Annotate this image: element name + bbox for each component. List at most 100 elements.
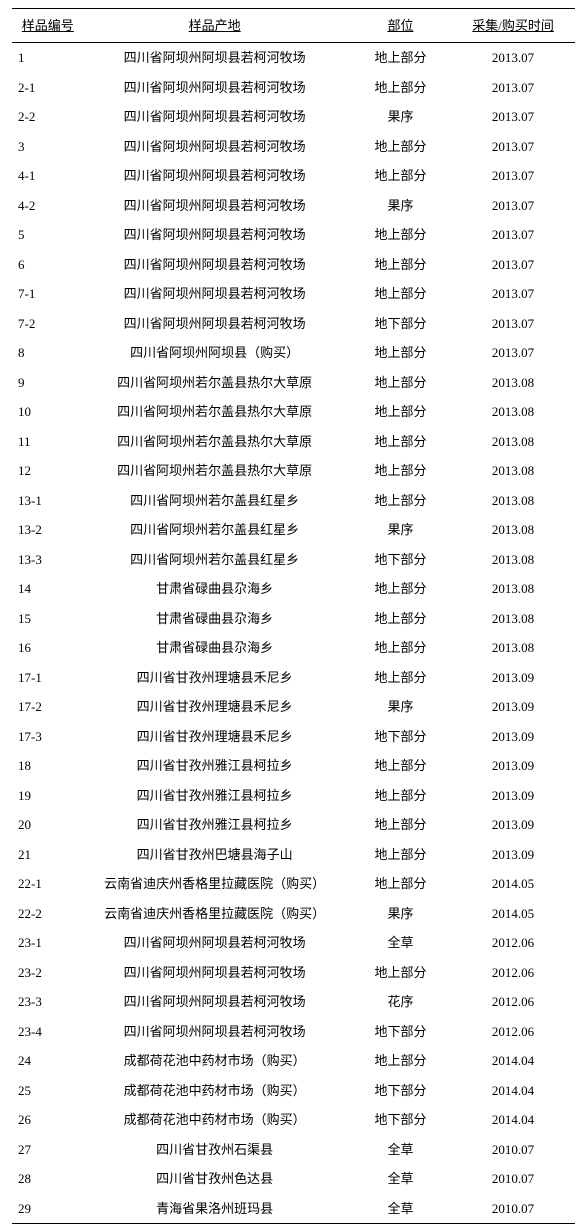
cell-part: 地上部分 [350, 161, 451, 191]
cell-place: 四川省甘孜州雅江县柯拉乡 [80, 751, 350, 781]
table-row: 25成都荷花池中药材市场（购买）地下部分2014.04 [12, 1076, 575, 1106]
table-body: 1四川省阿坝州阿坝县若柯河牧场地上部分2013.072-1四川省阿坝州阿坝县若柯… [12, 43, 575, 1224]
cell-date: 2012.06 [451, 987, 575, 1017]
table-row: 13-2四川省阿坝州若尔盖县红星乡果序2013.08 [12, 515, 575, 545]
cell-date: 2014.04 [451, 1105, 575, 1135]
cell-place: 成都荷花池中药材市场（购买） [80, 1076, 350, 1106]
cell-part: 地上部分 [350, 781, 451, 811]
cell-part: 地上部分 [350, 456, 451, 486]
cell-date: 2014.04 [451, 1076, 575, 1106]
cell-id: 5 [12, 220, 80, 250]
cell-date: 2013.08 [451, 633, 575, 663]
cell-part: 地下部分 [350, 309, 451, 339]
cell-place: 四川省甘孜州雅江县柯拉乡 [80, 781, 350, 811]
cell-date: 2013.08 [451, 427, 575, 457]
cell-id: 15 [12, 604, 80, 634]
cell-id: 28 [12, 1164, 80, 1194]
table-row: 13-1四川省阿坝州若尔盖县红星乡地上部分2013.08 [12, 486, 575, 516]
table-row: 3四川省阿坝州阿坝县若柯河牧场地上部分2013.07 [12, 132, 575, 162]
table-row: 22-1云南省迪庆州香格里拉藏医院（购买）地上部分2014.05 [12, 869, 575, 899]
cell-id: 20 [12, 810, 80, 840]
cell-place: 四川省甘孜州巴塘县海子山 [80, 840, 350, 870]
cell-date: 2013.08 [451, 604, 575, 634]
cell-place: 四川省阿坝州阿坝县若柯河牧场 [80, 102, 350, 132]
table-row: 20四川省甘孜州雅江县柯拉乡地上部分2013.09 [12, 810, 575, 840]
table-row: 27四川省甘孜州石渠县全草2010.07 [12, 1135, 575, 1165]
cell-id: 26 [12, 1105, 80, 1135]
cell-part: 地上部分 [350, 132, 451, 162]
cell-part: 地上部分 [350, 427, 451, 457]
cell-id: 24 [12, 1046, 80, 1076]
cell-part: 果序 [350, 899, 451, 929]
table-row: 28四川省甘孜州色达县全草2010.07 [12, 1164, 575, 1194]
cell-part: 果序 [350, 515, 451, 545]
cell-place: 四川省甘孜州理塘县禾尼乡 [80, 663, 350, 693]
table-row: 1四川省阿坝州阿坝县若柯河牧场地上部分2013.07 [12, 43, 575, 73]
cell-id: 23-2 [12, 958, 80, 988]
cell-date: 2014.05 [451, 869, 575, 899]
cell-id: 12 [12, 456, 80, 486]
sample-table: 样品编号 样品产地 部位 采集/购买时间 1四川省阿坝州阿坝县若柯河牧场地上部分… [12, 8, 575, 1224]
cell-date: 2013.07 [451, 191, 575, 221]
cell-part: 地上部分 [350, 1046, 451, 1076]
cell-place: 四川省阿坝州阿坝县若柯河牧场 [80, 958, 350, 988]
cell-part: 地下部分 [350, 1105, 451, 1135]
cell-date: 2013.07 [451, 102, 575, 132]
cell-id: 21 [12, 840, 80, 870]
cell-place: 甘肃省碌曲县尕海乡 [80, 604, 350, 634]
table-row: 22-2云南省迪庆州香格里拉藏医院（购买）果序2014.05 [12, 899, 575, 929]
cell-part: 全草 [350, 1164, 451, 1194]
cell-part: 全草 [350, 1135, 451, 1165]
cell-place: 四川省阿坝州阿坝县（购买） [80, 338, 350, 368]
table-row: 10四川省阿坝州若尔盖县热尔大草原地上部分2013.08 [12, 397, 575, 427]
table-row: 17-1四川省甘孜州理塘县禾尼乡地上部分2013.09 [12, 663, 575, 693]
cell-date: 2013.08 [451, 545, 575, 575]
cell-id: 3 [12, 132, 80, 162]
cell-id: 17-2 [12, 692, 80, 722]
cell-part: 地上部分 [350, 397, 451, 427]
cell-date: 2013.09 [451, 810, 575, 840]
cell-date: 2012.06 [451, 1017, 575, 1047]
cell-place: 四川省阿坝州若尔盖县红星乡 [80, 486, 350, 516]
table-row: 4-2四川省阿坝州阿坝县若柯河牧场果序2013.07 [12, 191, 575, 221]
cell-id: 18 [12, 751, 80, 781]
table-row: 13-3四川省阿坝州若尔盖县红星乡地下部分2013.08 [12, 545, 575, 575]
cell-part: 果序 [350, 102, 451, 132]
cell-part: 地上部分 [350, 338, 451, 368]
cell-place: 四川省阿坝州阿坝县若柯河牧场 [80, 309, 350, 339]
cell-part: 地上部分 [350, 604, 451, 634]
cell-id: 10 [12, 397, 80, 427]
cell-place: 四川省阿坝州阿坝县若柯河牧场 [80, 161, 350, 191]
table-row: 8四川省阿坝州阿坝县（购买）地上部分2013.07 [12, 338, 575, 368]
table-row: 23-2四川省阿坝州阿坝县若柯河牧场地上部分2012.06 [12, 958, 575, 988]
cell-place: 四川省阿坝州若尔盖县红星乡 [80, 545, 350, 575]
cell-place: 云南省迪庆州香格里拉藏医院（购买） [80, 899, 350, 929]
cell-place: 四川省阿坝州若尔盖县热尔大草原 [80, 456, 350, 486]
table-row: 4-1四川省阿坝州阿坝县若柯河牧场地上部分2013.07 [12, 161, 575, 191]
table-row: 7-2四川省阿坝州阿坝县若柯河牧场地下部分2013.07 [12, 309, 575, 339]
table-row: 12四川省阿坝州若尔盖县热尔大草原地上部分2013.08 [12, 456, 575, 486]
cell-date: 2013.08 [451, 574, 575, 604]
cell-place: 四川省阿坝州阿坝县若柯河牧场 [80, 928, 350, 958]
cell-place: 四川省阿坝州阿坝县若柯河牧场 [80, 132, 350, 162]
cell-id: 13-3 [12, 545, 80, 575]
cell-place: 四川省阿坝州阿坝县若柯河牧场 [80, 220, 350, 250]
cell-id: 4-2 [12, 191, 80, 221]
cell-part: 地上部分 [350, 250, 451, 280]
cell-place: 甘肃省碌曲县尕海乡 [80, 574, 350, 604]
cell-date: 2014.04 [451, 1046, 575, 1076]
cell-date: 2013.09 [451, 663, 575, 693]
cell-id: 13-1 [12, 486, 80, 516]
cell-date: 2013.08 [451, 486, 575, 516]
cell-date: 2010.07 [451, 1135, 575, 1165]
table-row: 26成都荷花池中药材市场（购买）地下部分2014.04 [12, 1105, 575, 1135]
table-row: 18四川省甘孜州雅江县柯拉乡地上部分2013.09 [12, 751, 575, 781]
cell-date: 2013.09 [451, 751, 575, 781]
cell-date: 2014.05 [451, 899, 575, 929]
header-date: 采集/购买时间 [451, 9, 575, 43]
cell-place: 青海省果洛州班玛县 [80, 1194, 350, 1224]
header-place: 样品产地 [80, 9, 350, 43]
cell-date: 2013.09 [451, 722, 575, 752]
table-row: 21四川省甘孜州巴塘县海子山地上部分2013.09 [12, 840, 575, 870]
cell-part: 地下部分 [350, 1017, 451, 1047]
